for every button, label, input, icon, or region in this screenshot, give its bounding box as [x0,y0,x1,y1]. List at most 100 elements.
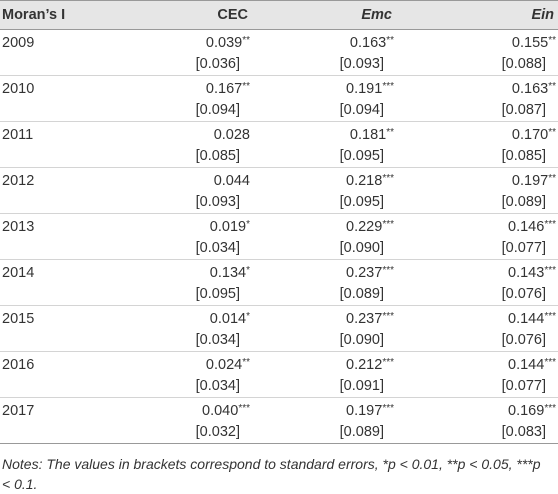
column-header: Emc [252,0,396,30]
significance-stars: *** [544,218,556,230]
significance-stars: *** [544,264,556,276]
se-row: [0.095] [0.089] [0.076] [0,283,558,306]
empty-cell [0,375,120,398]
estimate-cell: 0.163** [252,30,396,54]
standard-error: [0.090] [252,329,396,352]
standard-error: [0.034] [120,237,252,260]
estimate: 0.143 [508,264,545,281]
standard-error: [0.093] [252,53,396,76]
standard-error: [0.089] [252,421,396,444]
estimate: 0.197 [511,172,549,189]
empty-cell [0,329,120,352]
estimate: 0.040 [202,402,239,419]
estimate: 0.044 [213,172,250,189]
standard-error: [0.076] [396,283,558,306]
year-cell: 2010 [2,80,35,97]
estimate-row: 2012 0.044 0.218*** 0.197** [0,168,558,192]
estimate-cell: 0.170** [396,122,558,146]
estimate-cell: 0.218*** [252,168,396,192]
year-cell: 2013 [2,218,35,235]
standard-error: [0.036] [120,53,252,76]
significance-stars: *** [238,402,250,414]
estimate-cell: 0.229*** [252,214,396,238]
estimate-cell: 0.212*** [252,352,396,376]
year-cell: 2009 [2,34,35,51]
estimate: 0.229 [346,218,383,235]
standard-error: [0.095] [252,191,396,214]
estimate: 0.170 [511,126,549,143]
estimate: 0.218 [346,172,383,189]
standard-error: [0.076] [396,329,558,352]
significance-stars: *** [382,218,394,230]
estimate-row: 2013 0.019* 0.229*** 0.146*** [0,214,558,238]
estimate: 0.155 [511,34,549,51]
estimate-cell: 0.024** [120,352,252,376]
standard-error: [0.094] [252,99,396,122]
column-header: Moran’s I [0,0,120,30]
standard-error: [0.085] [396,145,558,168]
standard-error: [0.032] [120,421,252,444]
estimate-cell: 0.197*** [252,398,396,422]
estimate: 0.014 [209,310,247,327]
significance-stars: *** [382,172,394,184]
standard-error: [0.090] [252,237,396,260]
column-header: Ein [396,0,558,30]
results-table: Moran’s I CEC Emc Ein 2009 0.039** 0.163** 0.1… [0,0,558,444]
year-cell: 2014 [2,264,35,281]
estimate: 0.144 [508,356,545,373]
significance-stars: ** [242,80,250,92]
significance-stars: *** [544,310,556,322]
significance-stars: *** [544,402,556,414]
empty-cell [0,237,120,260]
standard-error: [0.091] [252,375,396,398]
estimate-row: 2016 0.024** 0.212*** 0.144*** [0,352,558,376]
standard-error: [0.077] [396,375,558,398]
estimate-cell: 0.155** [396,30,558,54]
standard-error: [0.089] [396,191,558,214]
estimate: 0.197 [346,402,383,419]
estimate-cell: 0.144*** [396,306,558,330]
standard-error: [0.085] [120,145,252,168]
year-cell: 2011 [2,126,34,143]
estimate-cell: 0.014* [120,306,252,330]
standard-error: [0.095] [120,283,252,306]
standard-error: [0.087] [396,99,558,122]
estimate: 0.024 [205,356,243,373]
se-row: [0.085] [0.095] [0.085] [0,145,558,168]
empty-cell [0,421,120,444]
estimate-row: 2014 0.134* 0.237*** 0.143*** [0,260,558,284]
standard-error: [0.088] [396,53,558,76]
se-row: [0.034] [0.091] [0.077] [0,375,558,398]
estimate-cell: 0.146*** [396,214,558,238]
column-header: CEC [120,0,252,30]
standard-error: [0.089] [252,283,396,306]
estimate-cell: 0.028 [120,122,252,146]
significance-stars: * [246,310,250,322]
se-row: [0.034] [0.090] [0.076] [0,329,558,352]
estimate: 0.144 [508,310,545,327]
estimate-cell: 0.044 [120,168,252,192]
significance-stars: ** [386,126,394,138]
significance-stars: ** [386,34,394,46]
standard-error: [0.094] [120,99,252,122]
estimate-row: 2015 0.014* 0.237*** 0.144*** [0,306,558,330]
significance-stars: * [246,264,250,276]
se-row: [0.032] [0.089] [0.083] [0,421,558,444]
estimate: 0.237 [346,310,383,327]
standard-error: [0.034] [120,375,252,398]
standard-error: [0.093] [120,191,252,214]
significance-stars: *** [382,264,394,276]
estimate-cell: 0.039** [120,30,252,54]
empty-cell [0,99,120,122]
estimate: 0.019 [209,218,247,235]
estimate-row: 2017 0.040*** 0.197*** 0.169*** [0,398,558,422]
estimate-cell: 0.167** [120,76,252,100]
estimate: 0.028 [213,126,250,143]
standard-error: [0.095] [252,145,396,168]
year-cell: 2012 [2,172,35,189]
estimate-cell: 0.237*** [252,306,396,330]
estimate-row: 2011 0.028 0.181** 0.170** [0,122,558,146]
estimate: 0.039 [205,34,243,51]
significance-stars: *** [382,356,394,368]
